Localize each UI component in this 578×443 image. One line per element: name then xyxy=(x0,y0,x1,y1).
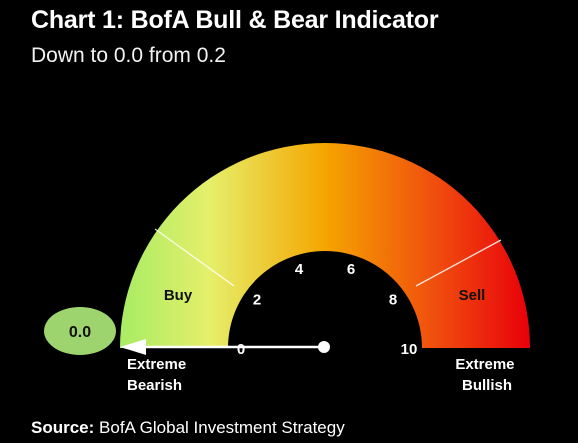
gauge-arc xyxy=(120,143,530,348)
tick-label-2: 2 xyxy=(253,292,261,309)
buy-zone-divider xyxy=(154,228,235,287)
tick-labels: 0 2 4 6 8 10 xyxy=(237,261,418,358)
tick-label-8: 8 xyxy=(389,292,397,309)
source-text: BofA Global Investment Strategy xyxy=(99,418,345,437)
extreme-bullish-label: Extreme Bullish xyxy=(455,356,518,394)
source-prefix: Source: xyxy=(31,418,95,437)
tick-label-10: 10 xyxy=(401,341,418,358)
sell-zone-divider xyxy=(415,239,502,287)
zone-label-buy: Buy xyxy=(164,287,193,304)
needle-arrowhead xyxy=(120,339,146,355)
value-bubble xyxy=(44,307,116,355)
value-label: 0.0 xyxy=(69,324,91,341)
chart-subtitle: Down to 0.0 from 0.2 xyxy=(31,44,226,67)
tick-label-4: 4 xyxy=(295,261,304,278)
tick-label-0: 0 xyxy=(237,341,245,358)
zone-label-sell: Sell xyxy=(459,287,486,304)
chart-title: Chart 1: BofA Bull & Bear Indicator xyxy=(31,6,439,34)
tick-label-6: 6 xyxy=(347,261,355,278)
extreme-bearish-label: Extreme Bearish xyxy=(127,356,190,394)
needle-pivot xyxy=(318,341,330,353)
source-note: Source: BofA Global Investment Strategy xyxy=(31,418,345,438)
